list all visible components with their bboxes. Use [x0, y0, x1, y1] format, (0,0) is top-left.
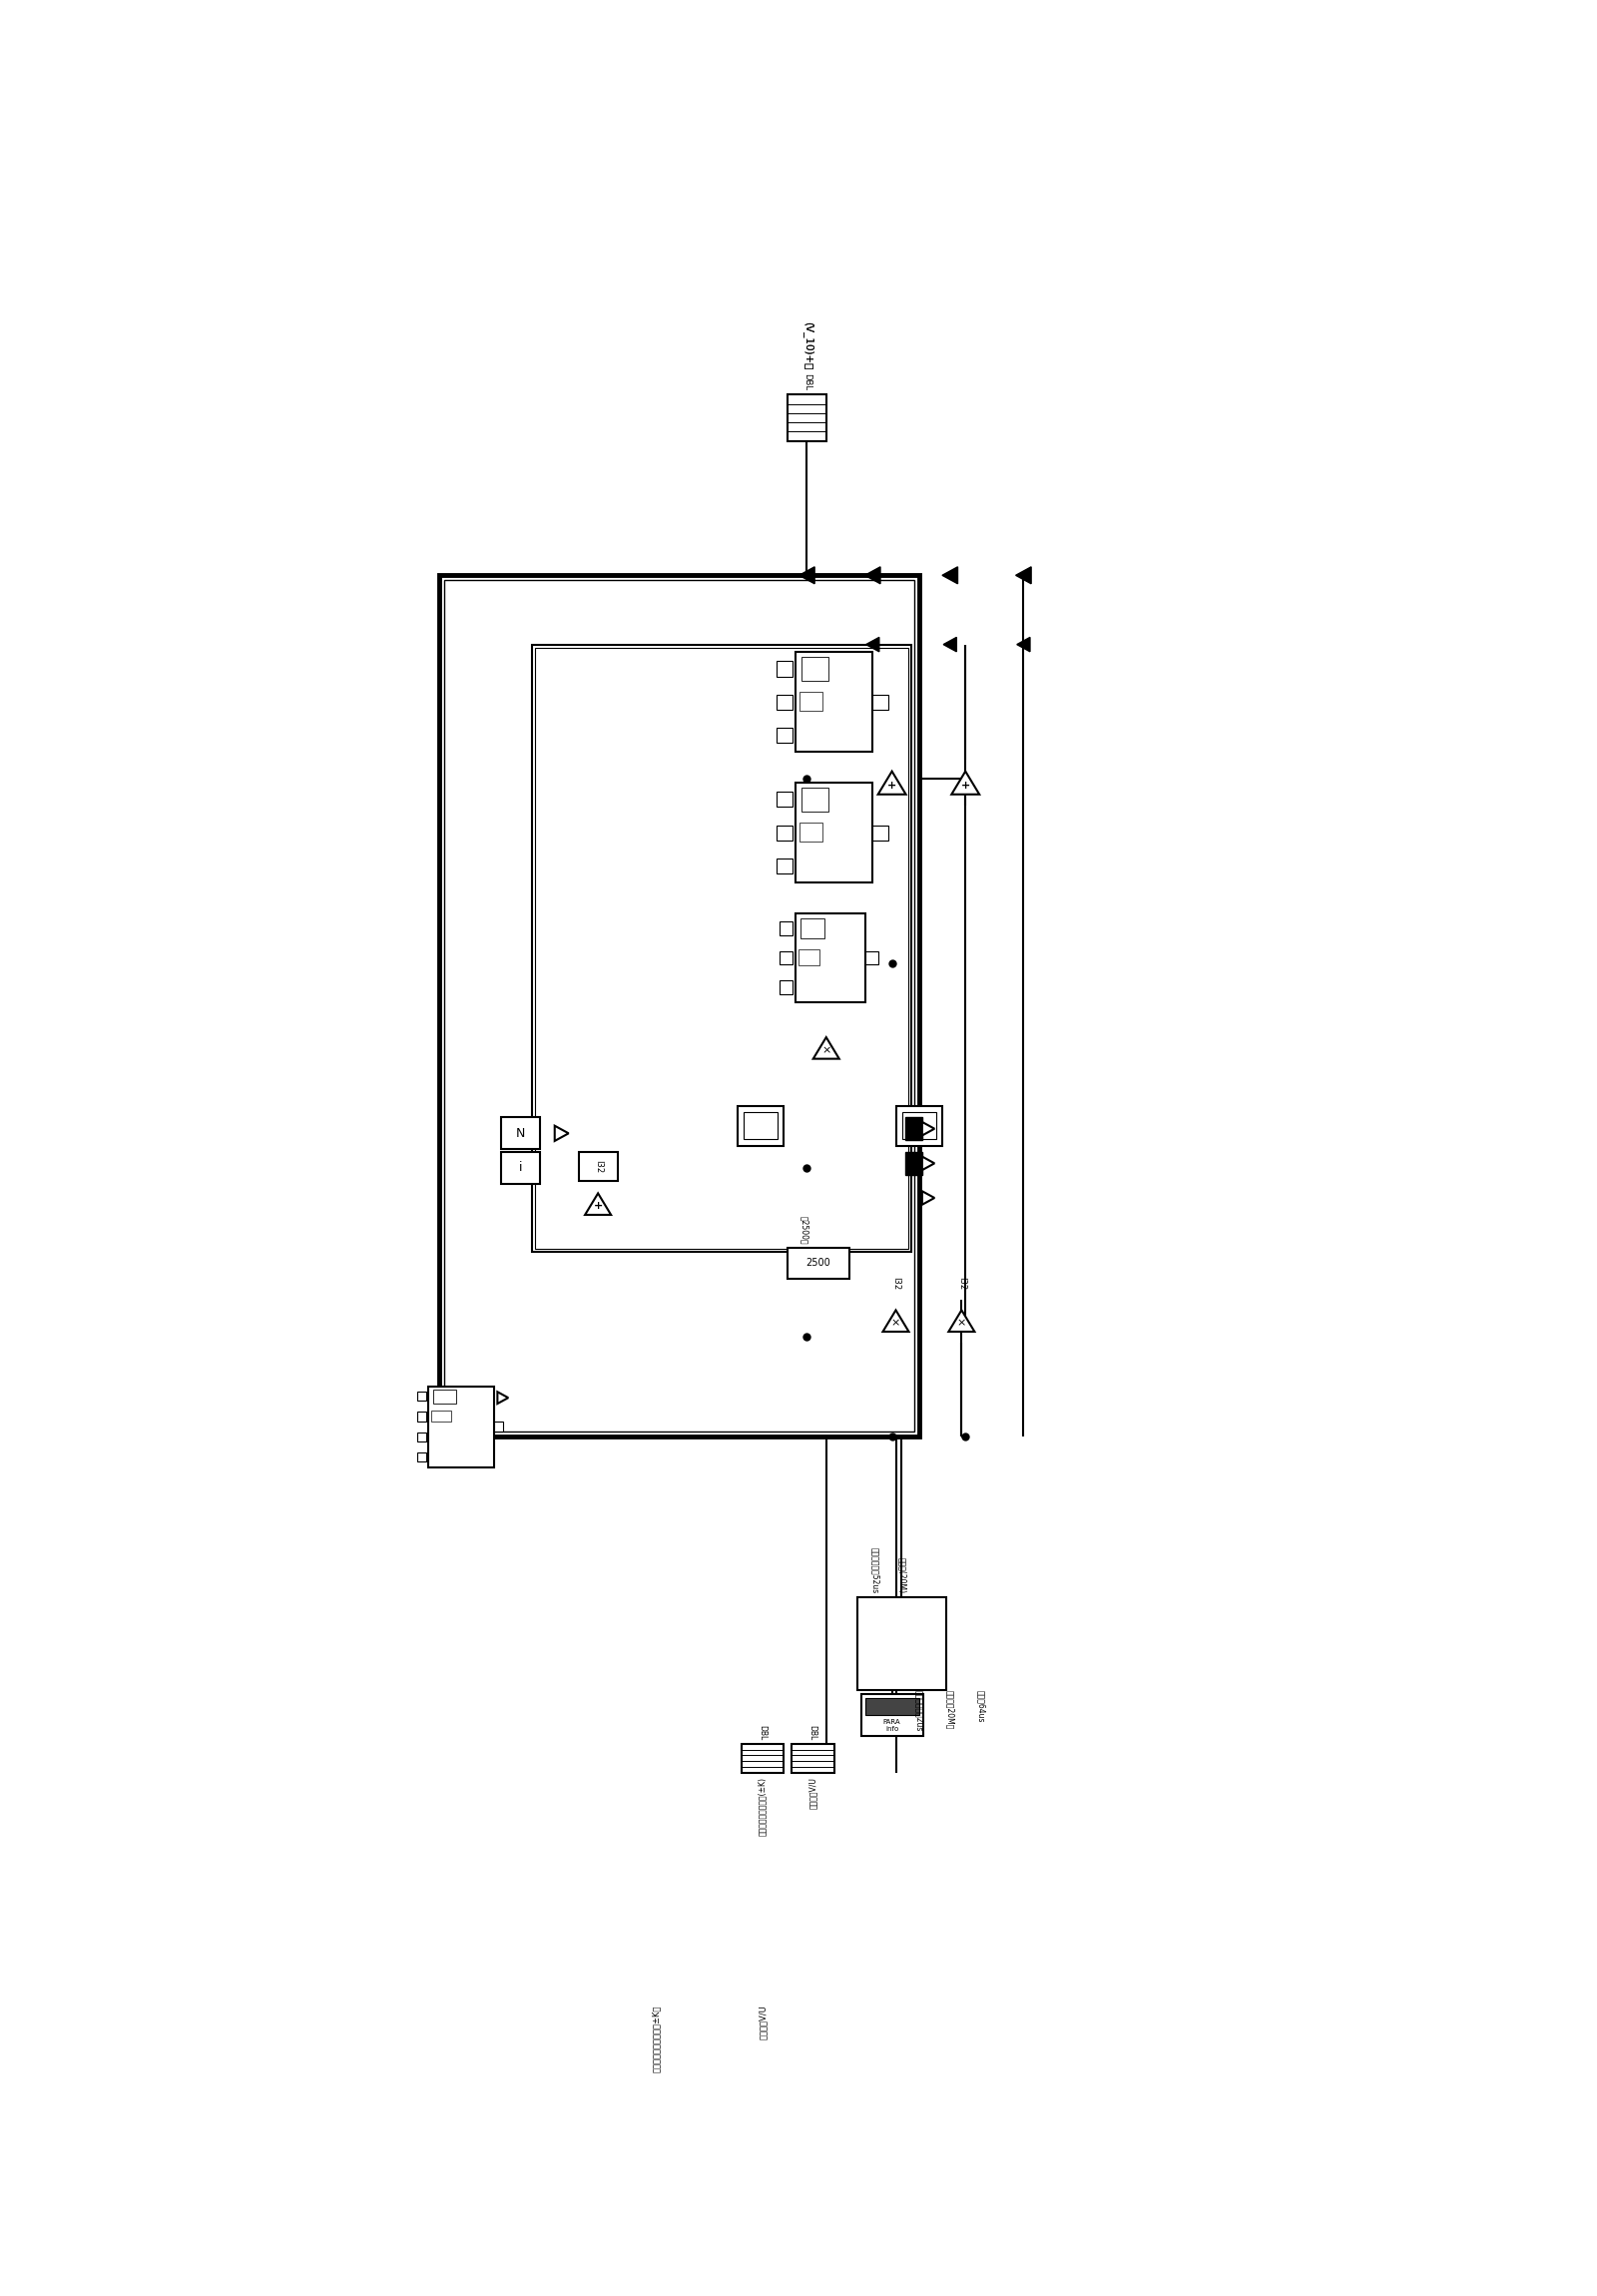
Text: I32: I32: [594, 1159, 602, 1173]
Polygon shape: [878, 771, 905, 794]
Text: N: N: [516, 1127, 525, 1139]
Text: 行周期64us: 行周期64us: [976, 1690, 985, 1722]
Bar: [795, 914, 866, 1001]
Text: (V_10)+长: (V_10)+长: [802, 321, 813, 370]
Bar: [787, 1249, 850, 1279]
Text: 色差信号V/U: 色差信号V/U: [759, 2004, 767, 2039]
Text: +: +: [810, 698, 819, 707]
Bar: [433, 1389, 455, 1403]
Text: 一个色同步选通脉冲（±K）: 一个色同步选通脉冲（±K）: [652, 2004, 661, 2073]
Text: DBL: DBL: [802, 374, 811, 390]
Bar: [861, 1694, 923, 1736]
Bar: [795, 783, 872, 882]
Bar: [779, 980, 792, 994]
Bar: [417, 1433, 426, 1442]
Bar: [778, 824, 792, 840]
Text: ×: ×: [821, 1045, 830, 1056]
Bar: [431, 1410, 450, 1421]
Text: 刷新率(20M): 刷新率(20M): [898, 1557, 905, 1593]
Polygon shape: [921, 1157, 934, 1171]
Bar: [802, 788, 829, 810]
Bar: [798, 822, 822, 840]
Bar: [787, 395, 826, 441]
Polygon shape: [866, 638, 880, 652]
Bar: [779, 921, 792, 934]
Bar: [779, 951, 792, 964]
Text: 颜色信号带則2us: 颜色信号带則2us: [915, 1690, 923, 1731]
Polygon shape: [585, 1194, 612, 1215]
Text: +: +: [441, 1412, 447, 1421]
Bar: [778, 696, 792, 709]
Text: PARA
info: PARA info: [883, 1720, 901, 1731]
Polygon shape: [798, 567, 814, 583]
Bar: [501, 1118, 540, 1150]
Bar: [800, 918, 824, 939]
Bar: [444, 581, 915, 1433]
Bar: [535, 647, 909, 1249]
Text: 刷新率（20M）: 刷新率（20M）: [945, 1690, 955, 1729]
Bar: [501, 1153, 540, 1185]
Bar: [798, 691, 822, 709]
Text: 共2500行: 共2500行: [800, 1215, 810, 1244]
Bar: [866, 951, 878, 964]
Text: +: +: [888, 781, 896, 790]
Bar: [795, 652, 872, 753]
Text: +: +: [961, 781, 969, 790]
Bar: [866, 1697, 918, 1715]
Polygon shape: [942, 567, 958, 583]
Polygon shape: [949, 1311, 974, 1332]
Text: 2500: 2500: [806, 1258, 830, 1267]
Bar: [896, 1107, 942, 1146]
Bar: [872, 696, 888, 709]
Bar: [802, 657, 829, 680]
Bar: [532, 645, 912, 1251]
Bar: [493, 1421, 503, 1430]
Text: 一个色同步选通脉冲(±K): 一个色同步选通脉冲(±K): [759, 1777, 767, 1835]
Bar: [439, 576, 918, 1437]
Text: +: +: [594, 1201, 602, 1212]
Polygon shape: [1017, 638, 1030, 652]
Text: +: +: [810, 829, 819, 838]
Bar: [417, 1453, 426, 1463]
Bar: [778, 792, 792, 808]
Polygon shape: [554, 1125, 569, 1141]
Polygon shape: [952, 771, 979, 794]
Bar: [905, 1118, 921, 1141]
Polygon shape: [883, 1311, 909, 1332]
Polygon shape: [921, 1123, 934, 1137]
Bar: [428, 1387, 493, 1467]
Bar: [858, 1598, 945, 1690]
Text: 颜色信号带宽52us: 颜色信号带宽52us: [870, 1548, 880, 1593]
Bar: [738, 1107, 784, 1146]
Text: +: +: [808, 953, 816, 962]
Text: I32: I32: [957, 1277, 966, 1290]
Bar: [905, 1153, 921, 1176]
Text: DBL: DBL: [808, 1724, 818, 1740]
Polygon shape: [866, 567, 880, 583]
Text: I32: I32: [891, 1277, 901, 1290]
Bar: [792, 1743, 834, 1773]
Text: (V_10)+长: (V_10)+长: [802, 321, 813, 370]
Polygon shape: [813, 1038, 838, 1058]
Bar: [872, 824, 888, 840]
Bar: [741, 1743, 784, 1773]
Polygon shape: [921, 1192, 934, 1205]
Polygon shape: [497, 1391, 508, 1403]
Polygon shape: [944, 638, 957, 652]
Bar: [778, 728, 792, 744]
Bar: [798, 948, 819, 964]
Bar: [417, 1391, 426, 1401]
Bar: [778, 859, 792, 875]
Bar: [744, 1111, 778, 1139]
Bar: [578, 1153, 618, 1180]
Text: i: i: [519, 1162, 522, 1176]
Text: ×: ×: [957, 1318, 966, 1327]
Bar: [778, 661, 792, 677]
Text: 色差信号V/U: 色差信号V/U: [808, 1777, 818, 1809]
Text: ×: ×: [891, 1318, 901, 1327]
Bar: [417, 1412, 426, 1421]
Bar: [902, 1111, 936, 1139]
Polygon shape: [1016, 567, 1032, 583]
Text: DBL: DBL: [759, 1724, 767, 1740]
